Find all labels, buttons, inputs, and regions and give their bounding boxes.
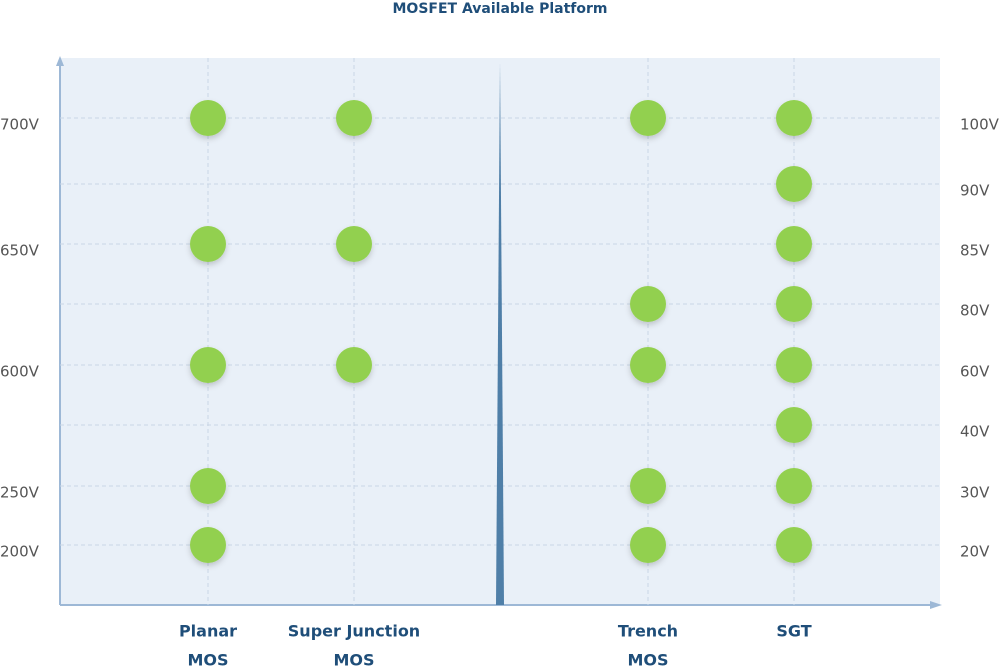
left-axis-label: 250V	[0, 484, 40, 502]
availability-dot	[776, 226, 812, 262]
column-label: MOS	[333, 651, 374, 670]
availability-dot	[776, 100, 812, 136]
availability-dot	[630, 347, 666, 383]
right-axis-label: 30V	[960, 484, 990, 502]
availability-dot	[190, 347, 226, 383]
right-axis-label: 85V	[960, 242, 990, 260]
right-axis-label: 90V	[960, 182, 990, 200]
divider	[496, 62, 504, 605]
availability-dot	[190, 527, 226, 563]
availability-dot	[776, 347, 812, 383]
availability-dot	[336, 226, 372, 262]
availability-dot	[776, 166, 812, 202]
right-axis-label: 80V	[960, 302, 990, 320]
left-axis-label: 200V	[0, 543, 40, 561]
availability-dot	[336, 100, 372, 136]
column-label: MOS	[187, 651, 228, 670]
x-axis-arrow	[930, 601, 942, 609]
left-axis-label: 600V	[0, 363, 40, 381]
right-axis-label: 40V	[960, 423, 990, 441]
availability-dot	[630, 100, 666, 136]
column-label: MOS	[627, 651, 668, 670]
right-axis-label: 60V	[960, 363, 990, 381]
availability-dot	[630, 286, 666, 322]
availability-dot	[776, 468, 812, 504]
column-label: Super Junction	[288, 622, 420, 641]
chart-title: MOSFET Available Platform	[392, 1, 607, 17]
availability-dot	[776, 527, 812, 563]
availability-dot	[776, 286, 812, 322]
availability-dot	[630, 468, 666, 504]
right-axis-label: 20V	[960, 543, 990, 561]
availability-dot	[190, 100, 226, 136]
availability-dot	[776, 407, 812, 443]
y-axis-arrow	[56, 56, 64, 66]
availability-dot	[190, 226, 226, 262]
column-label: SGT	[776, 622, 811, 641]
availability-dot	[190, 468, 226, 504]
column-label: Trench	[618, 622, 678, 641]
availability-dot	[630, 527, 666, 563]
left-axis-label: 700V	[0, 116, 40, 134]
availability-dot	[336, 347, 372, 383]
right-axis-label: 100V	[960, 116, 1000, 134]
column-label: Planar	[179, 622, 237, 641]
left-axis-label: 650V	[0, 242, 40, 260]
